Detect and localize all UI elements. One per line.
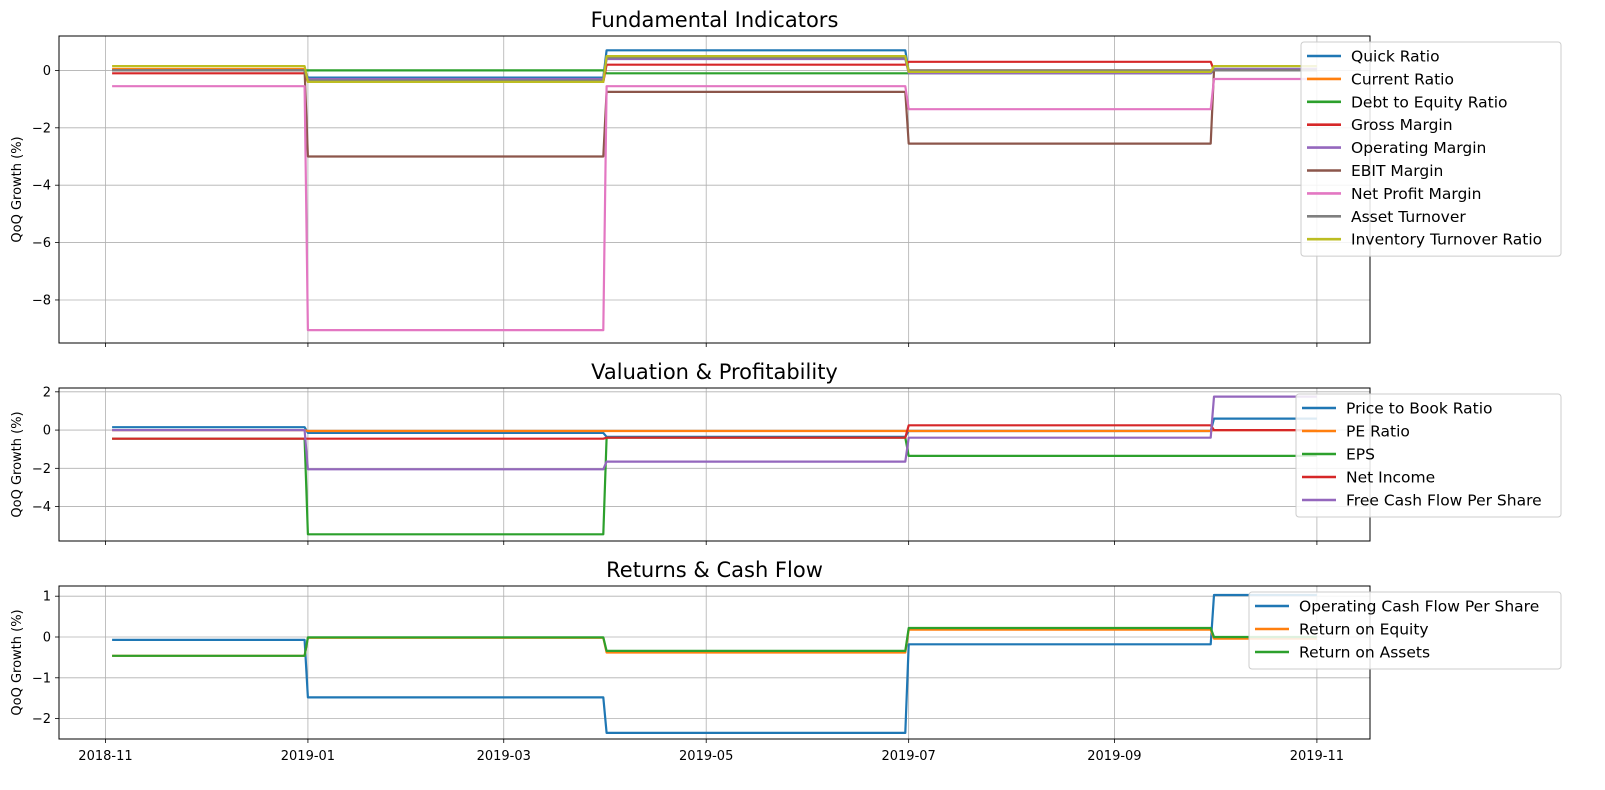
y-axis-label: QoQ Growth (%) (10, 411, 25, 517)
x-tick-label: 2018-11 (78, 749, 132, 764)
legend-label: Asset Turnover (1351, 208, 1466, 226)
y-tick-label: −2 (32, 712, 51, 727)
legend-box (1295, 393, 1562, 518)
y-tick-label: 0 (43, 64, 51, 79)
legend-label: Free Cash Flow Per Share (1346, 492, 1542, 510)
legend-label: Net Profit Margin (1351, 185, 1481, 203)
legend-label: Inventory Turnover Ratio (1351, 231, 1542, 249)
legend-label: Operating Margin (1351, 139, 1486, 157)
panel-title: Valuation & Profitability (591, 360, 838, 384)
series-line-price-to-book-ratio (112, 417, 1317, 438)
series-line-ebit-margin (112, 69, 1317, 158)
legend-label: EPS (1346, 446, 1375, 464)
y-tick-label: −4 (32, 500, 51, 515)
y-axis-label: QoQ Growth (%) (10, 136, 25, 242)
x-tick-label: 2019-03 (477, 749, 531, 764)
legend-box (1248, 591, 1562, 670)
y-tick-label: −2 (32, 462, 51, 477)
x-tick-label: 2019-11 (1290, 749, 1344, 764)
legend: Quick Ratio Current Ratio Debt to Equity R… (1300, 41, 1562, 257)
legend-label: Current Ratio (1351, 70, 1454, 88)
y-tick-label: −6 (32, 236, 51, 251)
legend-label: EBIT Margin (1351, 162, 1443, 180)
axes-frame (58, 585, 1371, 740)
y-tick-label: 2 (43, 385, 51, 400)
x-tick-label: 2019-01 (281, 749, 335, 764)
y-tick-label: 0 (43, 424, 51, 439)
panel-3: Returns & Cash Flow QoQ Growth (%) 2018-11… (10, 558, 1562, 764)
axes-frame (58, 387, 1371, 542)
panel-1: Fundamental Indicators QoQ Growth (%) 0 −2 −… (10, 8, 1562, 347)
legend-label: Quick Ratio (1351, 48, 1440, 66)
legend-label: Net Income (1346, 469, 1435, 487)
legend: Price to Book Ratio PE Ratio EPS Net Income… (1295, 393, 1562, 518)
panel-title: Fundamental Indicators (591, 8, 839, 32)
y-tick-label: −2 (32, 121, 51, 136)
legend-label: Return on Assets (1299, 644, 1430, 662)
legend-box (1300, 41, 1562, 257)
legend-label: Gross Margin (1351, 116, 1453, 134)
x-tick-label: 2019-05 (679, 749, 733, 764)
y-axis-label: QoQ Growth (%) (10, 609, 25, 715)
panel-title: Returns & Cash Flow (606, 558, 823, 582)
legend-label: Return on Equity (1299, 621, 1429, 639)
y-tick-label: −4 (32, 179, 51, 194)
x-tick-label: 2019-07 (881, 749, 935, 764)
y-tick-label: 0 (43, 631, 51, 646)
series-line-net-profit-margin (112, 77, 1317, 332)
legend: Operating Cash Flow Per Share Return on E… (1248, 591, 1562, 670)
panel-2: Valuation & Profitability QoQ Growth (%) 2… (10, 360, 1562, 545)
legend-label: Debt to Equity Ratio (1351, 93, 1508, 111)
y-tick-label: 1 (43, 590, 51, 605)
y-tick-label: −8 (32, 293, 51, 308)
legend-label: PE Ratio (1346, 423, 1410, 441)
y-tick-label: −1 (32, 671, 51, 686)
series-line-eps (112, 436, 1317, 536)
series-line-return-on-assets (112, 626, 1317, 657)
axes-frame (58, 35, 1371, 344)
series-line-inventory-turnover-ratio (112, 54, 1317, 84)
legend-label: Operating Cash Flow Per Share (1299, 598, 1539, 616)
x-tick-label: 2019-09 (1087, 749, 1141, 764)
series-line-operating-cash-flow-per-share (112, 593, 1317, 735)
series-line-free-cash-flow-per-share (112, 395, 1317, 471)
legend-label: Price to Book Ratio (1346, 400, 1493, 418)
